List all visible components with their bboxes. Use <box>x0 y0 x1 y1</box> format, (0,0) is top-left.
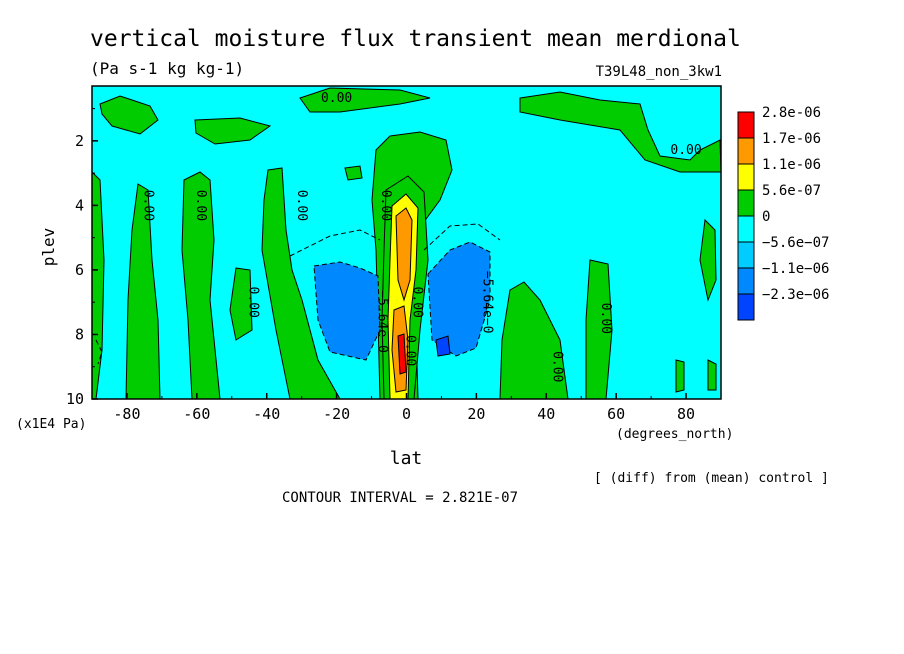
legend-label: −2.3e−06 <box>762 287 829 303</box>
region-small-spot <box>344 165 363 181</box>
x-units: (degrees_north) <box>616 427 733 442</box>
contour-label: 0.00 <box>378 190 393 221</box>
region-top-strip <box>299 87 431 113</box>
chart-units: (Pa s-1 kg kg-1) <box>90 59 244 78</box>
contour-label: 0.00 <box>321 91 352 106</box>
core-red <box>397 333 407 375</box>
region-lat-55 <box>585 259 613 399</box>
dashed-contour-3 <box>95 339 103 365</box>
chart-title: vertical moisture flux transient mean me… <box>90 26 741 52</box>
legend-label: 1.1e-06 <box>762 157 821 173</box>
contour-label: −5.64e−0 <box>375 290 390 353</box>
contour-label: 0.00 <box>294 190 309 221</box>
x-tick-label: -20 <box>323 405 350 423</box>
plot-area: 0.00 0.00 0.00 0.00 0.00 0.00 0.00 0.00 0.00 −5.6… <box>92 86 721 399</box>
region-lat-60 <box>181 171 221 399</box>
region-right-spot <box>675 359 685 393</box>
legend-label: 0 <box>762 209 770 225</box>
region-lat-30 <box>261 167 341 399</box>
legend-label: −1.1e−06 <box>762 261 829 277</box>
region-neg-core <box>435 335 451 357</box>
legend-label: −5.6e−07 <box>762 235 829 251</box>
positive-core <box>381 175 429 399</box>
x-tick-label: -80 <box>113 405 140 423</box>
legend-swatch <box>737 293 755 321</box>
y-tick-label: 10 <box>66 390 84 408</box>
legend-label: 2.8e-06 <box>762 105 821 121</box>
y-tick-label: 6 <box>75 261 84 279</box>
region-lat-45 <box>229 267 253 341</box>
x-tick-label: 20 <box>467 405 485 423</box>
dashed-contour-2 <box>423 223 501 251</box>
x-tick-label: 80 <box>677 405 695 423</box>
legend-swatch <box>737 163 755 191</box>
region-right-sliver <box>699 218 717 302</box>
legend-swatch <box>737 241 755 269</box>
contour-label: 0.00 <box>245 287 260 318</box>
x-axis: -80 -60 -40 -20 0 20 40 60 80 <box>91 393 722 423</box>
color-legend: 2.8e-06 1.7e-06 1.1e-06 5.6e-07 0 −5.6e−07 −1.… <box>737 105 829 321</box>
region-neg-left <box>313 261 381 361</box>
region-far-left <box>92 171 105 399</box>
blue-regions <box>313 241 491 361</box>
y-multiplier: (x1E4 Pa) <box>16 417 86 432</box>
region-lat-75 <box>125 183 161 399</box>
y-tick-label: 2 <box>75 132 84 150</box>
contour-labels: 0.00 0.00 0.00 0.00 0.00 0.00 0.00 0.00 0.00 −5.6… <box>140 91 701 382</box>
contour-label: 0.00 <box>193 190 208 221</box>
core-orange <box>395 207 413 302</box>
dashed-contours <box>95 223 501 365</box>
legend-label: 1.7e-06 <box>762 131 821 147</box>
y-axis-label: plev <box>39 228 58 267</box>
run-name: T39L48_non_3kw1 <box>596 64 722 80</box>
x-tick-label: -60 <box>183 405 210 423</box>
legend-swatch <box>737 189 755 217</box>
contour-label: 0.00 <box>140 190 155 221</box>
y-tick-label: 8 <box>75 325 84 343</box>
x-tick-label: 40 <box>537 405 555 423</box>
x-tick-label: 60 <box>607 405 625 423</box>
diff-note: [ (diff) from (mean) control ] <box>594 471 829 486</box>
contour-label: −5.64e−0 <box>479 271 494 334</box>
contour-label: 0.00 <box>549 351 564 382</box>
contour-label: 0.00 <box>598 303 613 334</box>
y-tick-label: 4 <box>75 196 84 214</box>
x-tick-label: 0 <box>402 405 411 423</box>
region-top-mid <box>194 117 272 145</box>
legend-label: 5.6e-07 <box>762 183 821 199</box>
legend-swatch <box>737 137 755 165</box>
x-tick-label: -40 <box>253 405 280 423</box>
region-top-band <box>99 95 159 135</box>
region-neg-right <box>427 241 491 357</box>
dashed-contour-1 <box>289 229 381 257</box>
x-axis-label: lat <box>390 448 423 469</box>
contour-interval: CONTOUR INTERVAL = 2.821E-07 <box>282 490 518 506</box>
region-lat-40 <box>499 281 569 399</box>
region-right-spot2 <box>707 359 717 391</box>
legend-swatch <box>737 111 755 139</box>
contour-label: 0.00 <box>409 287 424 318</box>
contour-label: 0.00 <box>670 143 701 158</box>
region-top-right <box>519 91 721 173</box>
legend-swatch <box>737 215 755 243</box>
contour-label: 0.00 <box>403 335 418 366</box>
y-axis: 2 4 6 8 10 <box>66 108 98 408</box>
legend-swatch <box>737 267 755 295</box>
